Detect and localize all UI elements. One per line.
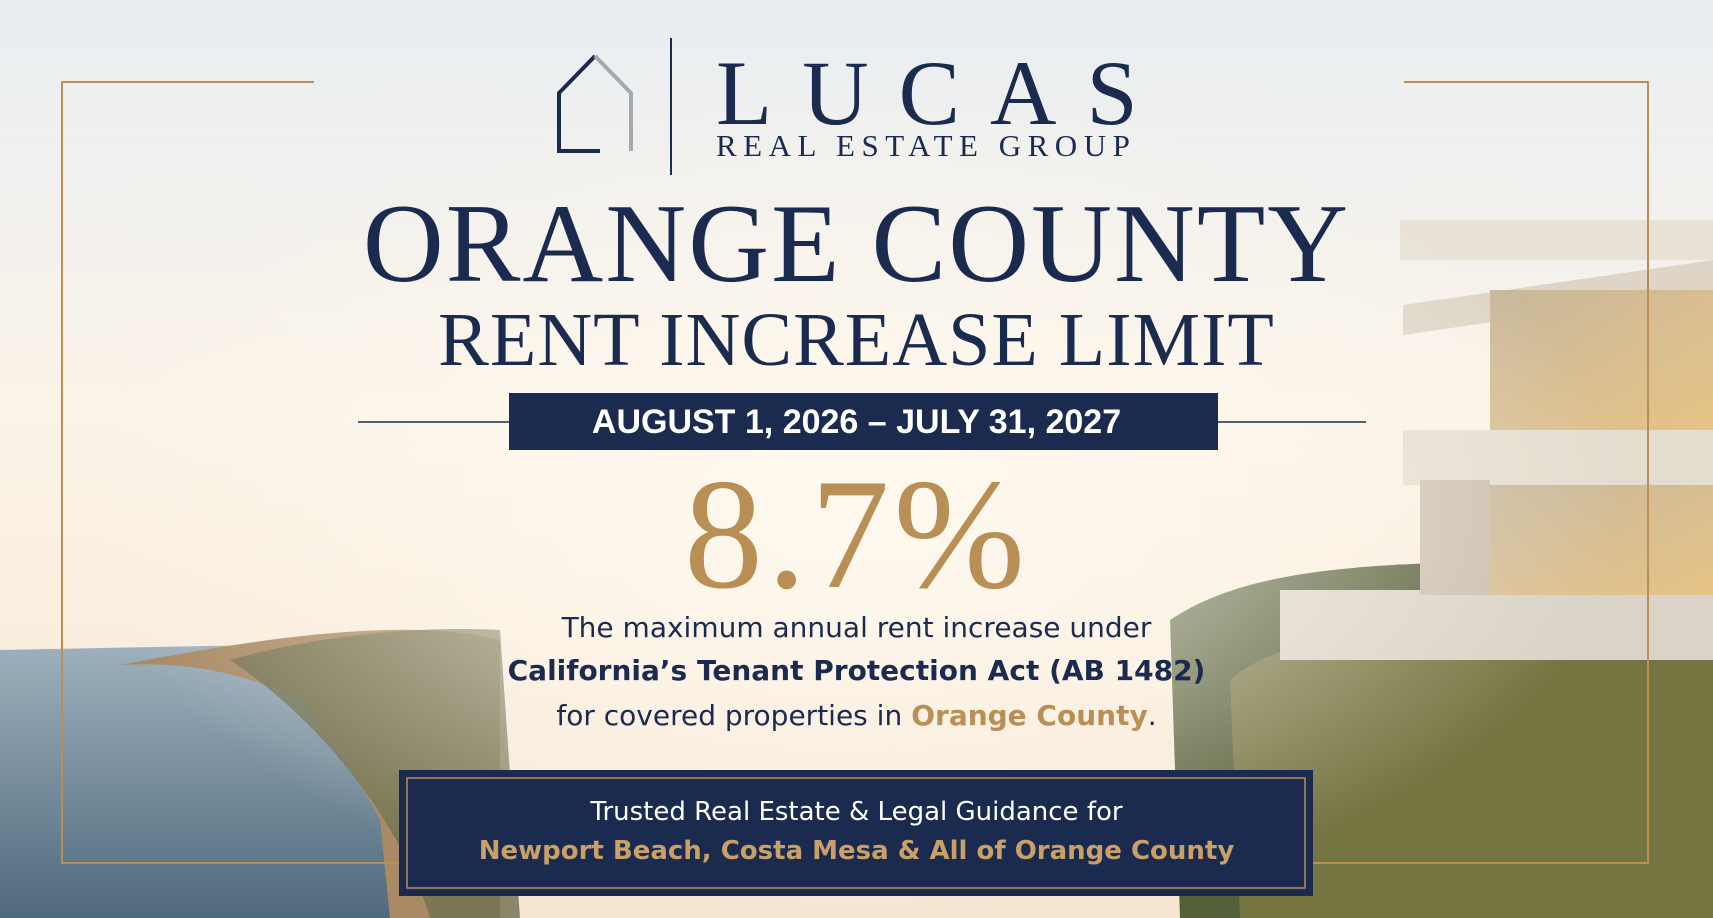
date-box bbox=[509, 393, 1218, 450]
frame bbox=[61, 81, 1649, 864]
description-line2: California’s Tenant Protection Act (AB 1… bbox=[507, 654, 1206, 687]
description-period: . bbox=[1147, 699, 1157, 732]
description-highlight: Orange County bbox=[911, 699, 1148, 732]
date-range: AUGUST 1, 2026 – JULY 31, 2027 bbox=[591, 403, 1122, 441]
headline-line1: ORANGE COUNTY bbox=[362, 182, 1351, 306]
logo-house-left bbox=[557, 54, 600, 153]
logo-name: LUCAS bbox=[716, 42, 1168, 144]
footer-box bbox=[399, 770, 1313, 896]
logo-house-right bbox=[593, 54, 633, 151]
description-text: for covered properties in bbox=[556, 699, 903, 732]
description-line3: for covered properties in Orange County. bbox=[0, 699, 1713, 733]
footer-line2: Newport Beach, Costa Mesa & All of Orang… bbox=[478, 836, 1235, 866]
headline-line2: RENT INCREASE LIMIT bbox=[438, 298, 1275, 382]
description-line1: The maximum annual rent increase under bbox=[561, 611, 1152, 644]
logo-subtitle: REAL ESTATE GROUP bbox=[716, 128, 1137, 163]
footer-line1: Trusted Real Estate & Legal Guidance for bbox=[590, 797, 1123, 827]
rate: 8.7% bbox=[683, 447, 1030, 622]
footer-border bbox=[406, 777, 1306, 889]
